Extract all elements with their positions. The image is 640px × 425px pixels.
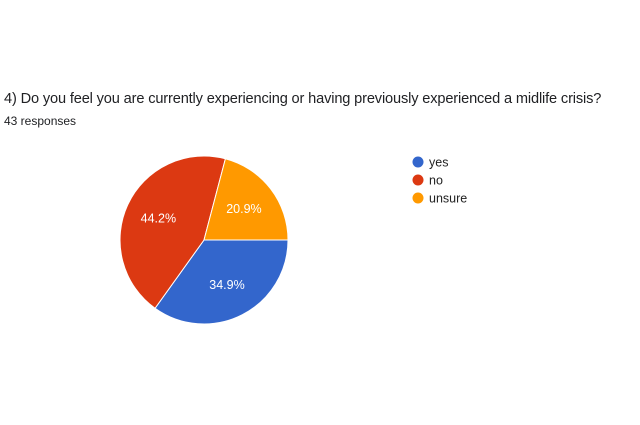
response-count: 43 responses (4, 114, 77, 128)
legend-swatch-no (412, 174, 424, 186)
pie-slice-no[interactable] (119, 155, 227, 309)
pie-slice-unsure[interactable] (203, 158, 289, 241)
question-title: 4) Do you feel you are currently experie… (4, 91, 602, 107)
legend-label-unsure: unsure (429, 192, 467, 206)
legend-label-yes: yes (429, 156, 448, 170)
slice-label-yes: 34.9% (209, 278, 244, 292)
slice-label-no: 44.2% (141, 212, 176, 226)
legend-item-no[interactable]: no (412, 174, 443, 188)
legend-item-yes[interactable]: yes (412, 156, 449, 170)
legend-swatch-yes (412, 156, 424, 168)
legend-item-unsure[interactable]: unsure (412, 192, 468, 206)
legend-label-no: no (429, 174, 443, 188)
legend-swatch-unsure (412, 192, 424, 204)
slice-label-unsure: 20.9% (226, 202, 261, 216)
pie-slice-yes[interactable] (154, 239, 289, 325)
